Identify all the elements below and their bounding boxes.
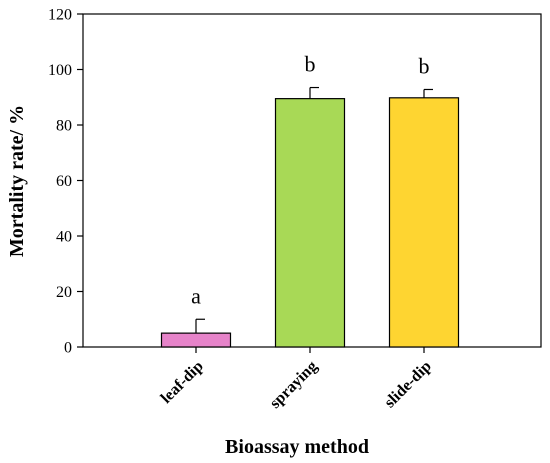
- x-tick-label-spraying: spraying: [267, 358, 321, 412]
- y-tick-label-100: 100: [48, 62, 72, 79]
- bar-spraying: [274, 98, 346, 348]
- x-axis-title: Bioassay method: [225, 436, 369, 458]
- bar-slide-dip: [388, 97, 460, 348]
- y-tick-label-120: 120: [48, 7, 72, 24]
- y-tick-label-0: 0: [64, 340, 72, 357]
- y-tick-label-40: 40: [56, 229, 72, 246]
- significance-label-spraying: b: [305, 52, 316, 77]
- significance-label-leaf-dip: a: [191, 283, 201, 308]
- significance-label-slide-dip: b: [419, 53, 430, 78]
- x-tick-label-leaf-dip: leaf-dip: [158, 358, 207, 407]
- bar-leaf-dip: [160, 332, 232, 348]
- y-tick-label-80: 80: [56, 118, 72, 135]
- x-tick-label-slide-dip: slide-dip: [381, 358, 435, 412]
- y-axis-title: Mortality rate/ %: [6, 105, 28, 257]
- y-tick-label-60: 60: [56, 173, 72, 190]
- plot-area: 0 20 40 60 80 100 120 a leaf-dip b spraying b slide-…: [48, 7, 542, 412]
- y-tick-label-20: 20: [56, 284, 72, 301]
